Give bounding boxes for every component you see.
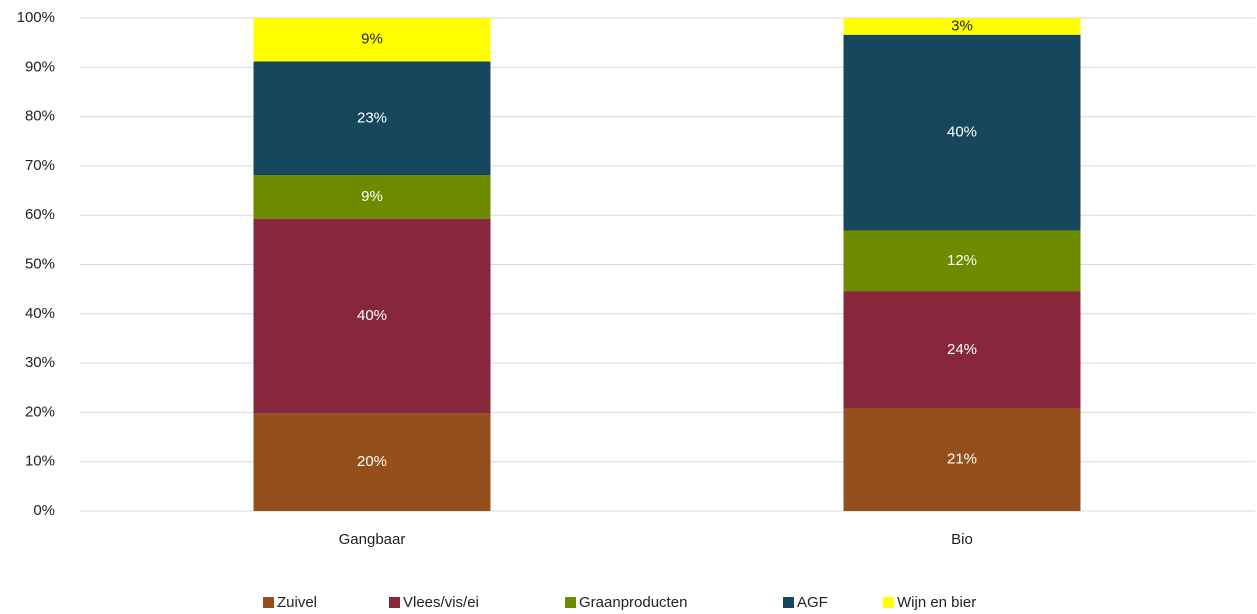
y-tick-label: 10% [25,453,55,470]
bar-segment [253,61,491,176]
data-label: 12% [947,252,977,269]
data-label: 9% [361,188,383,205]
data-label: 40% [947,124,977,141]
data-label: 40% [357,307,387,324]
y-tick-label: 30% [25,354,55,371]
data-label: 3% [951,17,973,34]
y-tick-label: 40% [25,305,55,322]
bar-segment [253,413,491,511]
legend-swatch [389,597,400,608]
legend-label: Graanproducten [579,594,687,611]
data-label: 9% [361,31,383,48]
bar-segment [843,291,1081,409]
bar-segment [843,18,1081,35]
data-label: 23% [357,109,387,126]
y-tick-label: 50% [25,255,55,272]
bar-segment [253,18,491,62]
legend-label: AGF [797,594,828,611]
legend-swatch [783,597,794,608]
y-tick-label: 60% [25,206,55,223]
y-tick-label: 100% [17,9,55,26]
y-tick-label: 90% [25,58,55,75]
legend-label: Vlees/vis/ei [403,594,479,611]
data-label: 24% [947,341,977,358]
bar-segment [843,408,1081,511]
x-tick-label: Gangbaar [339,531,406,548]
legend-swatch [883,597,894,608]
y-tick-label: 20% [25,403,55,420]
y-tick-label: 80% [25,108,55,125]
legend-label: Zuivel [277,594,317,611]
bar-segment [253,175,491,219]
x-tick-label: Bio [951,531,973,548]
data-label: 20% [357,453,387,470]
y-tick-label: 70% [25,157,55,174]
bar-segment [843,230,1081,292]
legend-label: Wijn en bier [897,594,976,611]
legend-swatch [565,597,576,608]
y-tick-label: 0% [33,502,55,519]
bar-segment [843,34,1081,231]
legend-swatch [263,597,274,608]
bar-segment [253,218,491,414]
data-label: 21% [947,451,977,468]
